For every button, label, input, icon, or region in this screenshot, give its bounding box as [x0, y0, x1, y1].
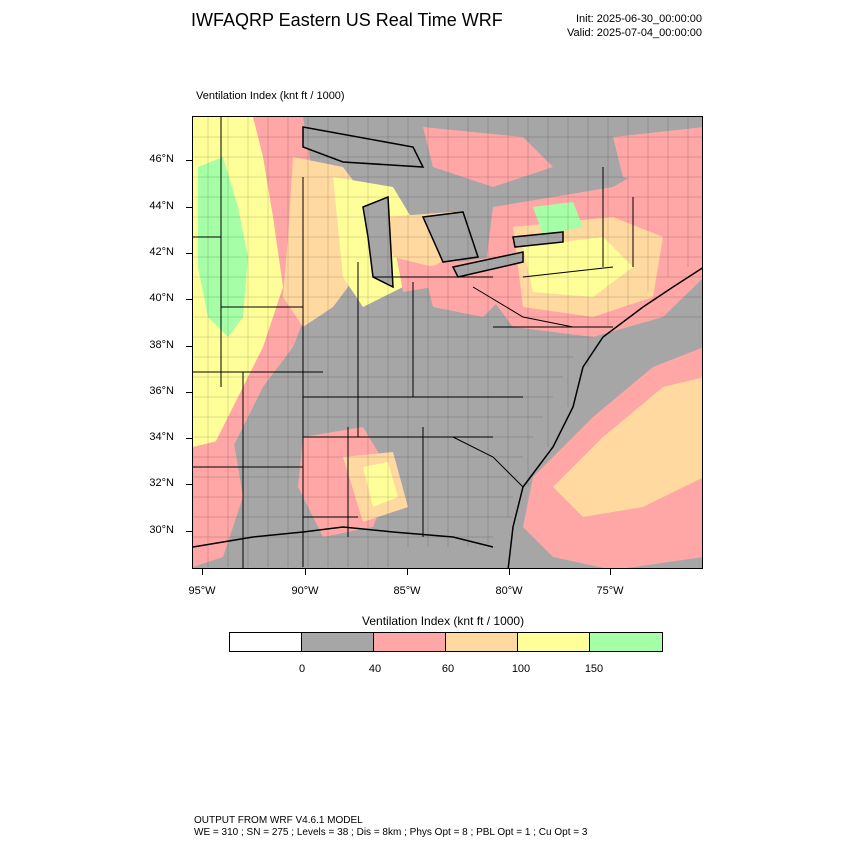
lake-ontario [512, 231, 564, 248]
lake-michigan [362, 195, 394, 289]
legend-swatch-gray [302, 633, 374, 651]
lat-label-44n: 44°N [149, 200, 174, 212]
lon-tick [610, 569, 611, 575]
legend-swatch-yellow [518, 633, 590, 651]
green-region-west [198, 157, 248, 337]
lat-label-42n: 42°N [149, 246, 174, 258]
lon-label-80w: 80°W [495, 585, 523, 597]
lon-tick [407, 569, 408, 575]
orange-region-atlantic [553, 377, 702, 517]
model-info-line-2: WE = 310 ; SN = 275 ; Levels = 38 ; Dis … [194, 827, 588, 838]
legend-tick-150: 150 [584, 663, 604, 675]
legend-swatch-pink [374, 633, 446, 651]
lat-label-40n: 40°N [149, 292, 174, 304]
lon-label-75w: 75°W [596, 585, 624, 597]
lon-tick [305, 569, 306, 575]
lon-label-90w: 90°W [291, 585, 319, 597]
legend-swatch-white [230, 633, 302, 651]
valid-time-label: Valid: 2025-07-04_00:00:00 [567, 27, 702, 39]
green-region-ny [533, 202, 583, 235]
field-label: Ventilation Index (knt ft / 1000) [196, 90, 345, 102]
lat-label-32n: 32°N [149, 477, 174, 489]
ventilation-index-map [193, 117, 702, 568]
legend-tick-60: 60 [441, 663, 455, 675]
legend-swatch-orange [446, 633, 518, 651]
county-boundaries [193, 117, 702, 567]
legend-tick-0: 0 [298, 663, 306, 675]
lat-label-36n: 36°N [149, 385, 174, 397]
init-time-label: Init: 2025-06-30_00:00:00 [576, 13, 702, 25]
legend-title: Ventilation Index (knt ft / 1000) [362, 614, 525, 628]
lat-tick [186, 392, 192, 393]
plot-title: IWFAQRP Eastern US Real Time WRF [191, 10, 503, 30]
legend-swatch-green [590, 633, 662, 651]
lat-tick [186, 207, 192, 208]
lat-tick [186, 299, 192, 300]
pink-region-texas [193, 437, 243, 567]
lon-label-95w: 95°W [188, 585, 216, 597]
lat-tick [186, 160, 192, 161]
lat-label-30n: 30°N [149, 524, 174, 536]
lat-label-46n: 46°N [149, 153, 174, 165]
yellow-region-pa [523, 237, 633, 297]
yellow-region-alabama [363, 462, 398, 507]
lon-tick [509, 569, 510, 575]
lon-tick [202, 569, 203, 575]
legend-tick-100: 100 [511, 663, 531, 675]
lon-label-85w: 85°W [393, 585, 421, 597]
lat-tick [186, 346, 192, 347]
lat-tick [186, 438, 192, 439]
lat-tick [186, 484, 192, 485]
lat-label-38n: 38°N [149, 339, 174, 351]
color-legend [229, 632, 663, 652]
lat-tick [186, 253, 192, 254]
map-panel [192, 116, 703, 569]
model-info-line-1: OUTPUT FROM WRF V4.6.1 MODEL [194, 815, 363, 826]
lat-label-34n: 34°N [149, 431, 174, 443]
legend-tick-40: 40 [368, 663, 382, 675]
lat-tick [186, 531, 192, 532]
